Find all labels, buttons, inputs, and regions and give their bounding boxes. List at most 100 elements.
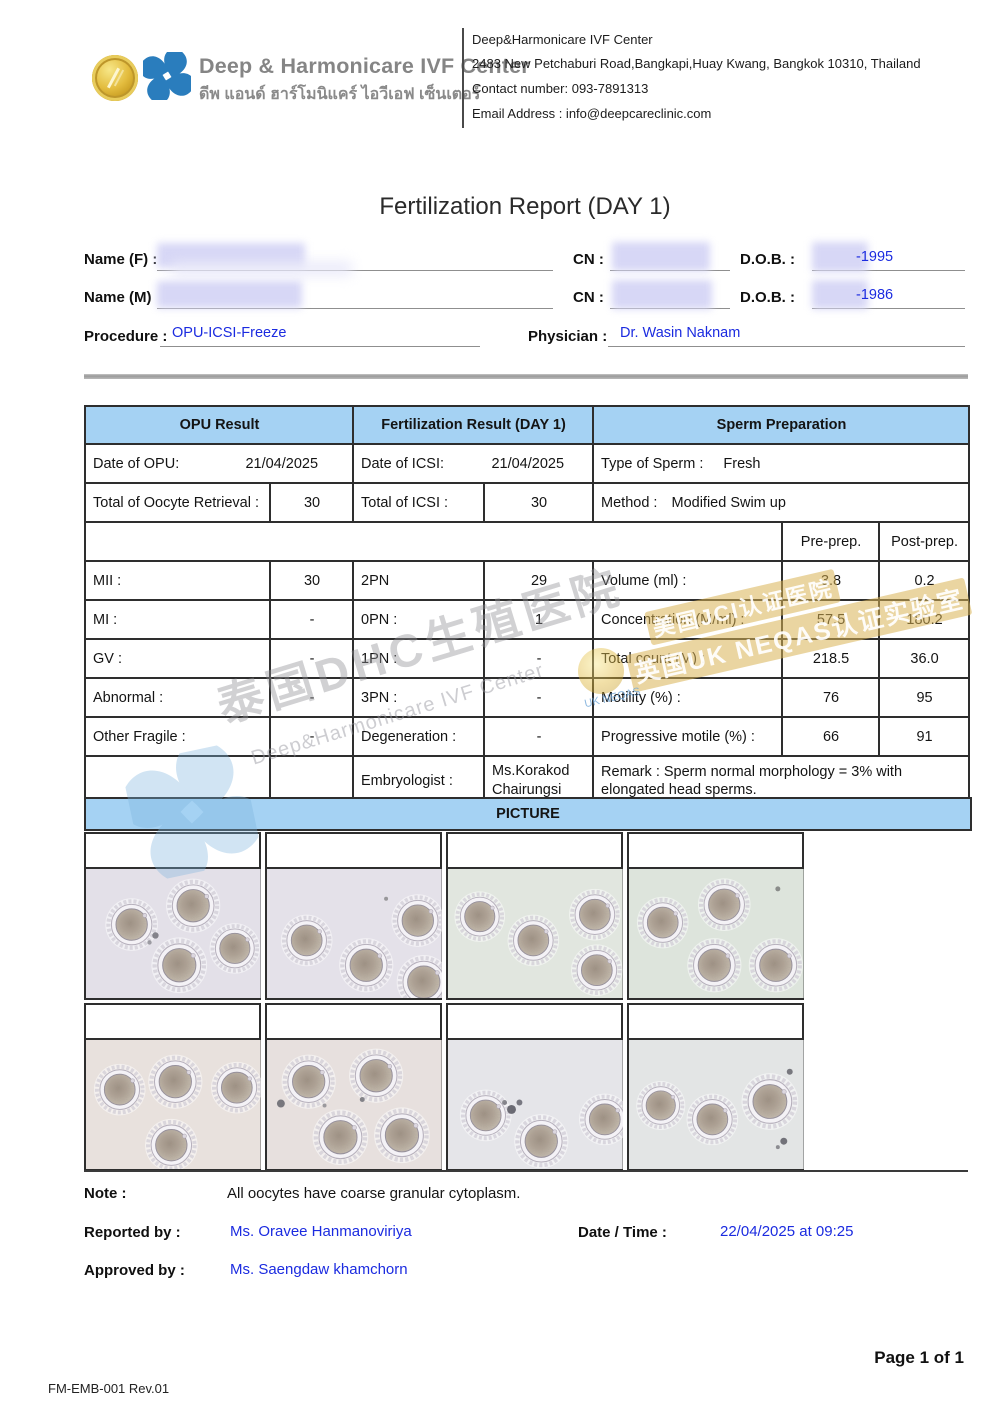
fert-3pn-label: 3PN : <box>352 677 486 718</box>
procedure-label: Procedure : <box>84 328 168 345</box>
contact-phone: Contact number: 093-7891313 <box>472 81 649 96</box>
opu-gv-label: GV : <box>84 638 271 679</box>
section-divider <box>84 374 968 379</box>
page-title: Fertilization Report (DAY 1) <box>379 193 671 220</box>
name-m-label: Name (M) <box>84 289 152 306</box>
procedure-value: OPU-ICSI-Freeze <box>172 325 287 341</box>
sperm-type-label: Type of Sperm : <box>601 455 704 472</box>
sperm-concentration-post: 180.2 <box>878 599 971 640</box>
picture-bottom-border <box>84 1170 968 1172</box>
dob-m-value: -1986 <box>856 287 894 303</box>
dob-f-label: D.O.B. : <box>740 251 795 268</box>
redacted-dob-m <box>812 280 868 309</box>
oocyte-micrograph <box>448 1040 623 1169</box>
photo-label <box>86 1005 259 1040</box>
sperm-motility-post: 95 <box>878 677 971 718</box>
icsi-total-label: Total of ICSI : <box>352 482 486 523</box>
oocyte-photo-1 <box>84 832 261 1000</box>
sperm-type-value: Fresh <box>723 455 761 472</box>
icsi-total-value: 30 <box>483 482 595 523</box>
contact-name: Deep&Harmonicare IVF Center <box>472 32 653 47</box>
cn-f-label: CN : <box>573 251 604 268</box>
physician-value: Dr. Wasin Naknam <box>620 325 741 341</box>
note-value: All oocytes have coarse granular cytopla… <box>227 1185 521 1202</box>
note-label: Note : <box>84 1185 127 1202</box>
picture-grid <box>84 832 968 1171</box>
opu-total-label: Total of Oocyte Retrieval : <box>84 482 271 523</box>
form-number: FM-EMB-001 Rev.01 <box>48 1381 170 1396</box>
dob-m-label: D.O.B. : <box>740 289 795 306</box>
name-f-label: Name (F) : <box>84 251 158 268</box>
approved-by-value: Ms. Saengdaw khamchorn <box>230 1261 408 1278</box>
fert-0pn-value: 1 <box>483 599 595 640</box>
opu-fragile-label: Other Fragile : <box>84 716 271 757</box>
opu-mii-value: 30 <box>268 560 355 601</box>
oocyte-micrograph <box>448 869 623 998</box>
empty-cell <box>83 521 784 562</box>
sperm-volume-label: Volume (ml) : <box>592 560 784 601</box>
result-table: OPU Result Fertilization Result (DAY 1) … <box>83 405 971 807</box>
physician-label: Physician : <box>528 328 608 345</box>
sperm-concentration-label: Concentration (M/ml) : <box>592 599 784 640</box>
fert-degeneration-label: Degeneration : <box>352 716 486 757</box>
oocyte-micrograph <box>629 1040 804 1169</box>
pre-prep-header: Pre-prep. <box>781 521 881 562</box>
datetime-value: 22/04/2025 at 09:25 <box>720 1223 854 1240</box>
oocyte-micrograph <box>86 1040 261 1169</box>
oocyte-photo-8 <box>627 1003 804 1171</box>
page-number: Page 1 of 1 <box>874 1348 964 1367</box>
photo-label <box>629 834 802 869</box>
reported-by-value: Ms. Oravee Hanmanoviriya <box>230 1223 412 1240</box>
sperm-progressive-label: Progressive motile (%) : <box>592 716 784 757</box>
datetime-label: Date / Time : <box>578 1224 667 1241</box>
oocyte-photo-5 <box>84 1003 261 1171</box>
sperm-progressive-post: 91 <box>878 716 971 757</box>
redacted-cn-f <box>612 242 710 271</box>
sperm-totalcount-pre: 218.5 <box>781 638 881 679</box>
post-prep-header: Post-prep. <box>878 521 971 562</box>
opu-total-value: 30 <box>268 482 355 523</box>
sperm-section-header: Sperm Preparation <box>592 405 971 445</box>
opu-mi-value: - <box>268 599 355 640</box>
dob-f-underline <box>812 270 965 271</box>
method-label: Method : <box>601 494 658 511</box>
photo-label <box>629 1005 802 1040</box>
opu-gv-value: - <box>268 638 355 679</box>
oocyte-micrograph <box>267 1040 442 1169</box>
oocyte-photo-3 <box>446 832 623 1000</box>
cn-m-label: CN : <box>573 289 604 306</box>
opu-mi-label: MI : <box>84 599 271 640</box>
clover-logo-icon <box>143 52 191 100</box>
dob-m-underline <box>812 308 965 309</box>
oocyte-micrograph <box>629 869 804 998</box>
photo-label <box>86 834 259 869</box>
sperm-motility-pre: 76 <box>781 677 881 718</box>
oocyte-photo-7 <box>446 1003 623 1171</box>
header-divider <box>462 28 464 128</box>
opu-date-label: Date of OPU: <box>93 455 180 472</box>
fert-2pn-value: 29 <box>483 560 595 601</box>
redacted-name-m <box>157 281 302 308</box>
sperm-progressive-pre: 66 <box>781 716 881 757</box>
photo-label <box>448 834 621 869</box>
fert-degeneration-value: - <box>483 716 595 757</box>
sperm-volume-pre: 3.8 <box>781 560 881 601</box>
reported-by-label: Reported by : <box>84 1224 181 1241</box>
photo-label <box>267 834 440 869</box>
opu-date-value: 21/04/2025 <box>245 455 319 472</box>
oocyte-photo-4 <box>627 832 804 1000</box>
oocyte-micrograph <box>267 869 442 998</box>
sperm-volume-post: 0.2 <box>878 560 971 601</box>
sperm-totalcount-post: 36.0 <box>878 638 971 679</box>
contact-email: Email Address : info@deepcareclinic.com <box>472 106 712 121</box>
name-f-underline <box>157 270 553 271</box>
icsi-date-label: Date of ICSI: <box>361 455 445 472</box>
icsi-date-value: 21/04/2025 <box>491 455 565 472</box>
redacted-name-f-2 <box>172 261 352 276</box>
physician-underline <box>608 346 965 347</box>
opu-fragile-value: - <box>268 716 355 757</box>
photo-label <box>267 1005 440 1040</box>
name-m-underline <box>157 308 553 309</box>
gold-medal-logo-icon <box>92 55 138 101</box>
